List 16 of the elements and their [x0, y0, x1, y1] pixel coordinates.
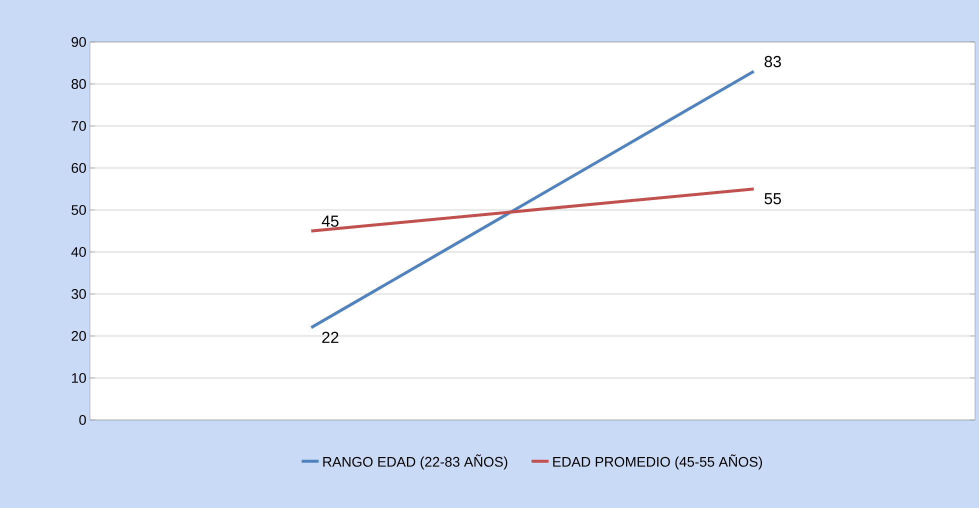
y-tick-label: 50 — [72, 205, 86, 215]
data-label: 55 — [764, 193, 781, 204]
data-label: 22 — [322, 332, 338, 343]
y-tick-label: 70 — [72, 121, 86, 131]
y-tick-label: 30 — [72, 289, 86, 299]
y-tick-label: 90 — [72, 37, 86, 47]
data-label: 83 — [764, 56, 781, 68]
y-tick-label: 20 — [72, 331, 86, 341]
y-tick-label: 0 — [79, 415, 86, 425]
legend-label: EDAD PROMEDIO (45-55 AÑOS) — [553, 454, 762, 470]
y-tick-label: 80 — [72, 79, 86, 89]
y-tick-label: 40 — [71, 247, 86, 257]
legend-label: RANGO EDAD (22-83 AÑOS) — [323, 454, 508, 470]
y-tick-label: 10 — [72, 373, 86, 383]
data-label: 45 — [322, 216, 338, 227]
y-tick-label: 60 — [72, 163, 86, 173]
